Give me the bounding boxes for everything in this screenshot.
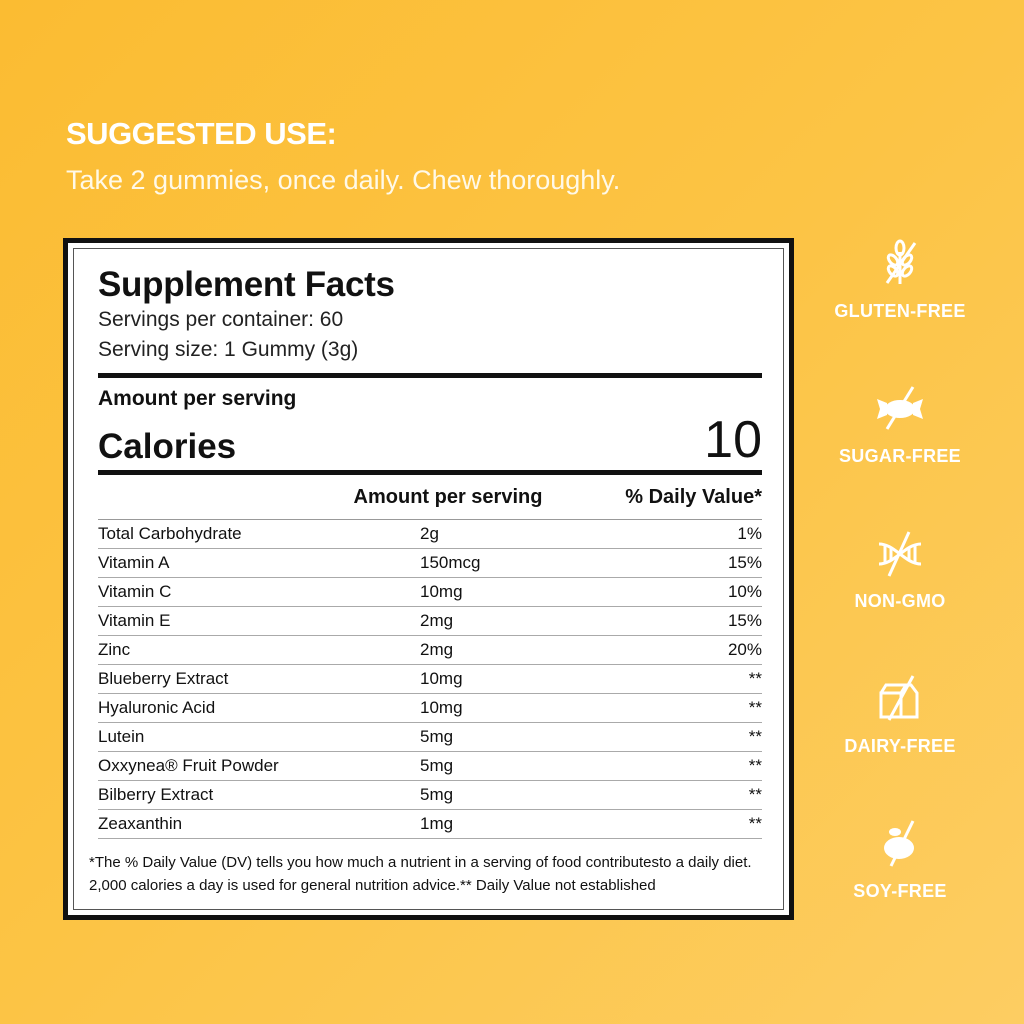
- nutrient-daily-value: **: [748, 669, 762, 688]
- nutrient-name: Hyaluronic Acid: [98, 698, 216, 717]
- nutrient-name: Bilberry Extract: [98, 785, 214, 804]
- badge-label: SOY-FREE: [853, 881, 947, 901]
- nutrient-amount: 5mg: [420, 727, 454, 746]
- nutrient-name: Blueberry Extract: [98, 669, 229, 688]
- nutrient-amount: 5mg: [420, 785, 454, 804]
- nutrient-name: Zeaxanthin: [98, 814, 183, 833]
- column-amount: Amount per serving: [353, 485, 543, 508]
- table-row: Zeaxanthin 1mg **: [98, 810, 762, 839]
- table-row: Vitamin E 2mg 15%: [98, 607, 762, 636]
- badge-dairy-free: DAIRY-FREE: [820, 667, 980, 812]
- servings-per-container: Servings per container: 60: [98, 308, 344, 331]
- nutrient-name: Vitamin C: [98, 582, 172, 601]
- nutrient-daily-value: 20%: [727, 640, 762, 659]
- footnote-2: 2,000 calories a day is used for general…: [89, 877, 656, 894]
- nutrient-amount: 10mg: [420, 669, 463, 688]
- table-row: Lutein 5mg **: [98, 723, 762, 752]
- suggested-use-text: Take 2 gummies, once daily. Chew thoroug…: [66, 165, 621, 195]
- nutrient-daily-value: 10%: [727, 582, 762, 601]
- badge-list: GLUTEN-FREE SUGAR-FREE NON-GMO DAIRY-FRE…: [820, 232, 980, 957]
- suggested-use-title: SUGGESTED USE:: [66, 116, 337, 151]
- nutrient-amount: 5mg: [420, 756, 454, 775]
- nutrient-daily-value: 15%: [727, 553, 762, 572]
- nutrient-daily-value: 15%: [727, 611, 762, 630]
- nutrient-name: Oxxynea® Fruit Powder: [98, 756, 279, 775]
- dna-crossed-icon: [878, 531, 922, 577]
- nutrient-amount: 2mg: [420, 611, 454, 630]
- footnotes: *The % Daily Value (DV) tells you how mu…: [89, 851, 768, 897]
- divider: [98, 373, 762, 378]
- table-row: Zinc 2mg 20%: [98, 636, 762, 665]
- calories-label: Calories: [98, 427, 237, 466]
- nutrient-amount: 10mg: [420, 698, 463, 717]
- divider: [98, 470, 762, 475]
- nutrient-name: Total Carbohydrate: [98, 524, 242, 543]
- calories-value: 10: [704, 411, 762, 469]
- nutrient-daily-value: 1%: [737, 524, 762, 543]
- nutrient-daily-value: **: [748, 785, 762, 804]
- badge-sugar-free: SUGAR-FREE: [820, 377, 980, 522]
- table-row: Total Carbohydrate 2g 1%: [98, 520, 762, 549]
- column-daily-value: % Daily Value*: [625, 485, 762, 508]
- soybean-crossed-icon: [884, 820, 915, 867]
- table-row: Bilberry Extract 5mg **: [98, 781, 762, 810]
- table-row: Blueberry Extract 10mg **: [98, 665, 762, 694]
- milk-carton-crossed-icon: [879, 675, 919, 721]
- badge-non-gmo: NON-GMO: [820, 522, 980, 667]
- nutrient-amount: 1mg: [420, 814, 454, 833]
- badge-label: DAIRY-FREE: [844, 736, 956, 756]
- nutrient-name: Vitamin A: [98, 553, 170, 572]
- nutrient-daily-value: **: [748, 698, 762, 717]
- nutrient-daily-value: **: [748, 727, 762, 746]
- footnote-1: *The % Daily Value (DV) tells you how mu…: [89, 854, 752, 871]
- calories-row: Calories 10: [98, 412, 762, 468]
- nutrient-amount: 150mcg: [420, 553, 481, 572]
- nutrient-daily-value: **: [748, 814, 762, 833]
- supplement-facts-panel: Supplement Facts Servings per container:…: [63, 238, 794, 920]
- table-row: Oxxynea® Fruit Powder 5mg **: [98, 752, 762, 781]
- nutrient-table: Total Carbohydrate 2g 1% Vitamin A 150mcg 15%…: [98, 520, 762, 839]
- nutrient-name: Zinc: [98, 640, 131, 659]
- nutrient-amount: 2g: [420, 524, 439, 543]
- nutrient-amount: 10mg: [420, 582, 463, 601]
- badge-soy-free: SOY-FREE: [820, 812, 980, 957]
- badge-label: SUGAR-FREE: [838, 446, 961, 466]
- badge-label: GLUTEN-FREE: [834, 301, 966, 321]
- badge-gluten-free: GLUTEN-FREE: [820, 232, 980, 377]
- facts-title: Supplement Facts: [98, 265, 395, 304]
- badge-label: NON-GMO: [854, 591, 946, 611]
- table-row: Vitamin C 10mg 10%: [98, 578, 762, 607]
- nutrient-amount: 2mg: [420, 640, 454, 659]
- wheat-crossed-icon: [885, 239, 917, 284]
- table-header: Amount per serving % Daily Value*: [98, 475, 762, 520]
- candy-crossed-icon: [877, 386, 923, 430]
- nutrient-name: Lutein: [98, 727, 145, 746]
- table-row: Hyaluronic Acid 10mg **: [98, 694, 762, 723]
- serving-size: Serving size: 1 Gummy (3g): [98, 338, 359, 361]
- table-row: Vitamin A 150mcg 15%: [98, 549, 762, 578]
- nutrient-daily-value: **: [748, 756, 762, 775]
- amount-per-serving-label: Amount per serving: [98, 387, 297, 410]
- nutrient-name: Vitamin E: [98, 611, 171, 630]
